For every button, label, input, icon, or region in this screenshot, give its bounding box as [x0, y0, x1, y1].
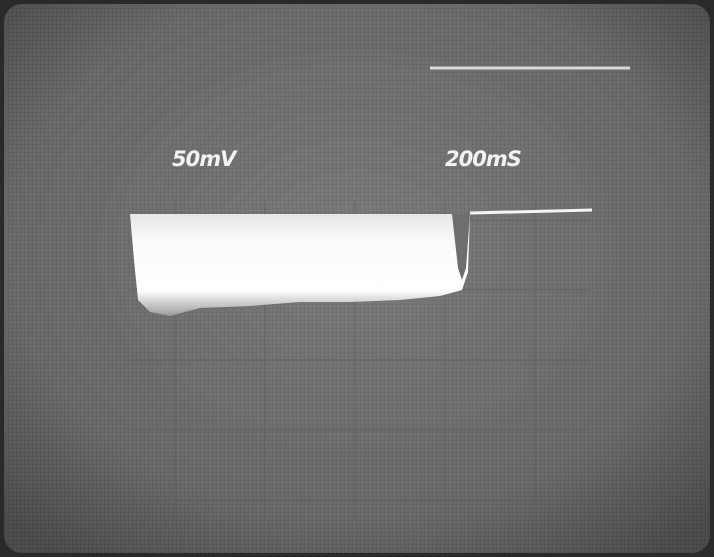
volts-readout: 50mV [172, 147, 238, 171]
time-readout: 200mS [445, 147, 521, 171]
oscilloscope-photo: 50mV 200mS [0, 0, 714, 557]
page: {"readouts": {"volts_per_div": "50mV", "… [0, 0, 714, 557]
